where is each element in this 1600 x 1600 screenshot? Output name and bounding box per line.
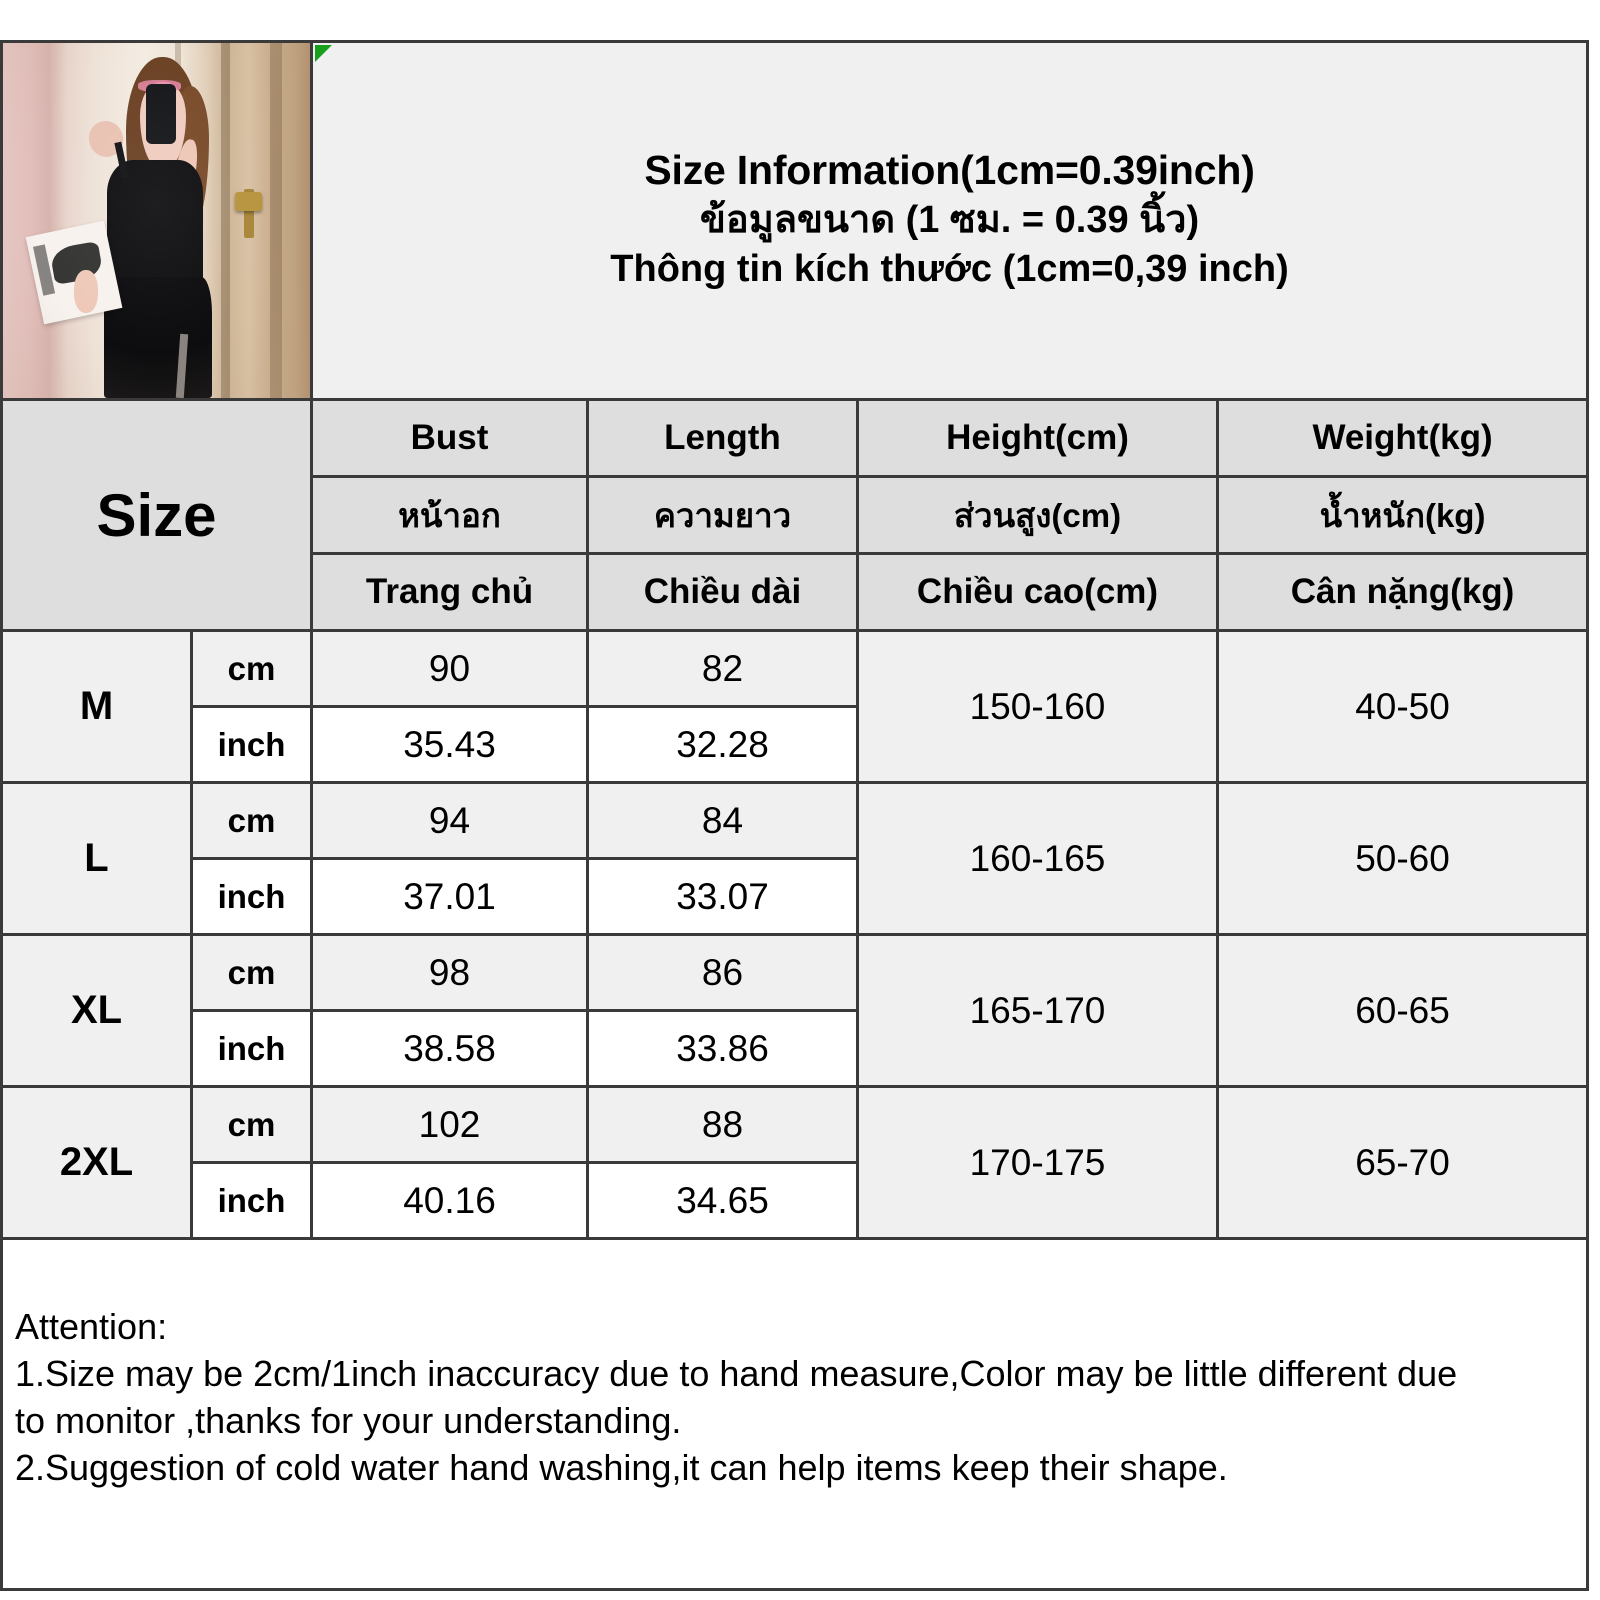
size-label-m: M	[0, 629, 193, 784]
header-length-vi: Chiều dài	[586, 552, 859, 632]
header-length-en: Length	[586, 398, 859, 478]
xl-bust-cm: 98	[310, 933, 589, 1012]
green-triangle-marker-icon	[315, 45, 332, 62]
size-label-2xl: 2XL	[0, 1085, 193, 1240]
unit-inch: inch	[190, 705, 313, 784]
attention-heading: Attention:	[15, 1306, 168, 1348]
attention-note-1-line-2: to monitor ,thanks for your understandin…	[15, 1400, 682, 1441]
table-row: 2XL cm 102 88 170-175 65-70	[0, 1085, 1590, 1240]
m-bust-inch: 35.43	[310, 705, 589, 784]
table-row: M cm 90 82 150-160 40-50	[0, 629, 1590, 784]
unit-inch: inch	[190, 857, 313, 936]
xl-weight-range: 60-65	[1215, 933, 1590, 1088]
m-length-inch: 32.28	[586, 705, 859, 784]
title-english: Size Information(1cm=0.39inch)	[644, 146, 1255, 193]
header-height-th: ส่วนสูง(cm)	[856, 475, 1219, 555]
phone-icon	[145, 83, 177, 145]
xl-length-cm: 86	[586, 933, 859, 1012]
size-chart-table: Size Information(1cm=0.39inch) ข้อมูลขนา…	[0, 40, 1590, 1591]
l-bust-cm: 94	[310, 781, 589, 860]
header-row-english: Size Bust Length Height(cm) Weight(kg)	[0, 398, 1590, 632]
xxl-weight-range: 65-70	[1215, 1085, 1590, 1240]
attention-row: Attention: 1.Size may be 2cm/1inch inacc…	[0, 1237, 1590, 1591]
header-bust-th: หน้าอก	[310, 475, 589, 555]
l-length-inch: 33.07	[586, 857, 859, 936]
xl-bust-inch: 38.58	[310, 1009, 589, 1088]
unit-cm: cm	[190, 1085, 313, 1164]
header-weight-vi: Cân nặng(kg)	[1215, 552, 1590, 632]
product-photo-cell	[0, 40, 313, 401]
table-row: inch 35.43 32.28	[2, 705, 1588, 784]
header-length-th: ความยาว	[586, 475, 859, 555]
title-thai: ข้อมูลขนาด (1 ซม. = 0.39 นิ้ว)	[699, 199, 1200, 242]
header-weight-en: Weight(kg)	[1215, 398, 1590, 478]
door-handle-plate-icon	[243, 188, 254, 239]
title-vietnamese: Thông tin kích thước (1cm=0,39 inch)	[610, 247, 1289, 290]
xxl-length-inch: 34.65	[586, 1161, 859, 1240]
header-row-thai: หน้าอก ความยาว ส่วนสูง(cm) น้ำหนัก(kg)	[2, 475, 1590, 555]
photo-vignette	[4, 44, 309, 397]
table-row: L cm 94 84 160-165 50-60	[0, 781, 1590, 936]
attention-block: Attention: 1.Size may be 2cm/1inch inacc…	[0, 1237, 1590, 1591]
xxl-height-range: 170-175	[856, 1085, 1219, 1240]
xxl-bust-inch: 40.16	[310, 1161, 589, 1240]
black-dress-skirt	[104, 277, 212, 397]
unit-cm: cm	[190, 781, 313, 860]
size-label-l: L	[0, 781, 193, 936]
m-length-cm: 82	[586, 629, 859, 708]
table-row: XL cm 98 86 165-170 60-65	[0, 933, 1590, 1088]
size-column-header: Size	[0, 398, 313, 632]
xl-length-inch: 33.86	[586, 1009, 859, 1088]
xl-height-range: 165-170	[856, 933, 1219, 1088]
l-weight-range: 50-60	[1215, 781, 1590, 936]
door-edge-icon	[270, 44, 283, 397]
m-bust-cm: 90	[310, 629, 589, 708]
unit-inch: inch	[190, 1161, 313, 1240]
table-row: inch 40.16 34.65	[2, 1161, 1588, 1240]
table-row: inch 37.01 33.07	[2, 857, 1588, 936]
m-weight-range: 40-50	[1215, 629, 1590, 784]
m-height-range: 150-160	[856, 629, 1219, 784]
table-row: inch 38.58 33.86	[2, 1009, 1588, 1088]
xxl-length-cm: 88	[586, 1085, 859, 1164]
header-bust-vi: Trang chủ	[310, 552, 589, 632]
header-row-vietnamese: Trang chủ Chiều dài Chiều cao(cm) Cân nặ…	[2, 552, 1590, 632]
door-edge-icon	[220, 44, 231, 397]
size-label-xl: XL	[0, 933, 193, 1088]
model-hand-left	[73, 270, 99, 313]
header-height-en: Height(cm)	[856, 398, 1219, 478]
banner-row: Size Information(1cm=0.39inch) ข้อมูลขนา…	[0, 40, 1590, 401]
l-bust-inch: 37.01	[310, 857, 589, 936]
l-height-range: 160-165	[856, 781, 1219, 936]
title-banner: Size Information(1cm=0.39inch) ข้อมูลขนา…	[309, 40, 1590, 401]
unit-cm: cm	[190, 933, 313, 1012]
unit-cm: cm	[190, 629, 313, 708]
attention-note-2: 2.Suggestion of cold water hand washing,…	[15, 1446, 1228, 1488]
door-handle-icon	[234, 192, 263, 211]
header-bust-en: Bust	[310, 398, 589, 478]
unit-inch: inch	[190, 1009, 313, 1088]
header-weight-th: น้ำหนัก(kg)	[1215, 475, 1590, 555]
xxl-bust-cm: 102	[310, 1085, 589, 1164]
l-length-cm: 84	[586, 781, 859, 860]
header-height-vi: Chiều cao(cm)	[856, 552, 1219, 632]
product-photo	[4, 44, 309, 397]
attention-note-1-line-1: 1.Size may be 2cm/1inch inaccuracy due t…	[15, 1353, 1458, 1395]
